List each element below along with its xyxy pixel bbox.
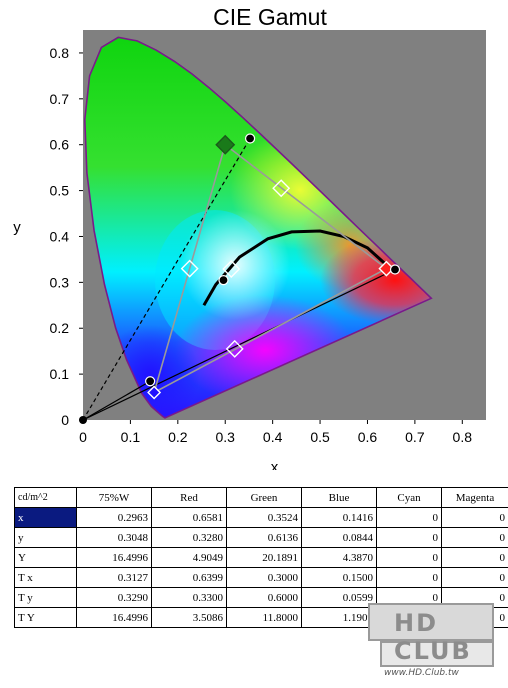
origin-blue-line — [82, 380, 151, 421]
measured-primary-point — [244, 133, 256, 144]
table-cell[interactable]: 0.3290 — [76, 587, 152, 608]
table-cell[interactable]: 4.3870 — [301, 547, 377, 568]
reference-blue-marker — [147, 385, 162, 400]
x-axis-label: x — [271, 459, 279, 470]
secondary-target-marker — [272, 179, 291, 198]
origin-green-line — [82, 138, 251, 421]
table-cell[interactable]: 0.0844 — [301, 527, 377, 548]
table-cell[interactable]: 1.1909 — [301, 607, 377, 628]
cie-gamut-chart: 0 0.1 0.2 0.3 0.4 0.5 0.6 0.7 0.8 0 0.1 0.2 0.3 0.4 0.… — [13, 30, 486, 470]
table-cell[interactable]: 20.1891 — [226, 547, 302, 568]
table-cell[interactable]: 0.2963 — [76, 507, 152, 528]
y-tick-label: 0.1 — [50, 366, 70, 382]
y-tick-label: 0.2 — [50, 320, 70, 336]
y-tick-label: 0.4 — [50, 228, 70, 244]
row-label[interactable]: x — [14, 507, 77, 528]
table-cell[interactable]: 0.3127 — [76, 567, 152, 588]
table-corner-header: cd/m^2 — [14, 487, 77, 508]
spectral-locus-outline — [83, 36, 433, 419]
measured-primary-point — [389, 264, 401, 275]
table-column-header: Red — [151, 487, 227, 508]
reference-red-marker — [378, 260, 395, 277]
x-tick-label: 0.2 — [168, 429, 188, 445]
row-label[interactable]: T y — [14, 587, 77, 608]
row-label[interactable]: T x — [14, 567, 77, 588]
table-cell[interactable]: 0.3300 — [151, 587, 227, 608]
table-cell[interactable]: 0 — [376, 527, 442, 548]
secondary-target-marker — [180, 259, 199, 278]
table-cell[interactable]: 16.4996 — [76, 607, 152, 628]
x-tick-label: 0.6 — [358, 429, 378, 445]
y-tick-label: 0.3 — [50, 274, 70, 290]
measured-white-point — [218, 275, 229, 286]
table-cell[interactable]: 0.6399 — [151, 567, 227, 588]
chart-title: CIE Gamut — [213, 4, 327, 30]
x-tick-label: 0 — [79, 429, 87, 445]
table-cell[interactable]: 0 — [441, 567, 508, 588]
table-column-header: Blue — [301, 487, 377, 508]
y-axis-label: y — [13, 219, 21, 236]
table-column-header: Magenta — [441, 487, 508, 508]
table-cell[interactable]: 0 — [376, 567, 442, 588]
y-tick-label: 0.5 — [50, 183, 70, 199]
table-cell[interactable]: 0.3280 — [151, 527, 227, 548]
y-tick-label: 0 — [61, 412, 69, 428]
table-cell[interactable]: 0.1500 — [301, 567, 377, 588]
table-cell[interactable]: 0.3048 — [76, 527, 152, 548]
table-cell[interactable]: 0 — [441, 547, 508, 568]
x-tick-label: 0.3 — [216, 429, 236, 445]
measured-primary-point — [145, 376, 156, 387]
reference-green-marker — [215, 134, 236, 155]
table-cell[interactable]: 11.8000 — [226, 607, 302, 628]
reference-gamut-triangle — [152, 143, 388, 395]
x-tick-label: 0.7 — [405, 429, 425, 445]
table-cell[interactable]: 0.6000 — [226, 587, 302, 608]
table-cell[interactable]: 0 — [441, 507, 508, 528]
reference-white-marker — [222, 260, 241, 279]
x-tick-label: 0.1 — [121, 429, 141, 445]
x-tick-label: 0.5 — [310, 429, 330, 445]
table-cell[interactable]: 0 — [376, 507, 442, 528]
table-cell[interactable]: 0.6136 — [226, 527, 302, 548]
measurement-table: cd/m^2 75%W Red Green Blue Cyan Magenta x 0.296… — [14, 487, 508, 628]
table-cell[interactable]: 0.1416 — [301, 507, 377, 528]
table-row: Y 16.4996 4.9049 20.1891 4.3870 0 0 — [14, 547, 508, 568]
table-cell[interactable]: 0 — [376, 547, 442, 568]
secondary-target-marker — [225, 339, 244, 358]
table-row: x 0.2963 0.6581 0.3524 0.1416 0 0 — [14, 507, 508, 528]
y-tick-label: 0.6 — [50, 137, 70, 153]
table-column-header: Green — [226, 487, 302, 508]
origin-point — [79, 416, 87, 424]
table-cell[interactable]: 3.5086 — [151, 607, 227, 628]
table-row: y 0.3048 0.3280 0.6136 0.0844 0 0 — [14, 527, 508, 548]
table-row: T x 0.3127 0.6399 0.3000 0.1500 0 0 — [14, 567, 508, 588]
table-cell[interactable]: 0.3000 — [226, 567, 302, 588]
x-tick-label: 0.8 — [453, 429, 473, 445]
table-cell[interactable]: 0.6581 — [151, 507, 227, 528]
x-tick-label: 0.4 — [263, 429, 283, 445]
table-cell[interactable]: 16.4996 — [76, 547, 152, 568]
watermark-text: HD CLUB — [394, 609, 472, 665]
y-tick-label: 0.8 — [50, 45, 70, 61]
table-cell[interactable]: 0.3524 — [226, 507, 302, 528]
watermark-url: www.HD.Club.tw — [384, 668, 459, 678]
row-label[interactable]: y — [14, 527, 77, 548]
table-column-header: Cyan — [376, 487, 442, 508]
table-column-header: 75%W — [76, 487, 152, 508]
row-label[interactable]: Y — [14, 547, 77, 568]
row-label[interactable]: T Y — [14, 607, 77, 628]
watermark-logo: HD CLUB www.HD.Club.tw — [364, 601, 508, 683]
table-cell[interactable]: 4.9049 — [151, 547, 227, 568]
table-cell[interactable]: 0 — [441, 527, 508, 548]
y-tick-label: 0.7 — [50, 91, 70, 107]
